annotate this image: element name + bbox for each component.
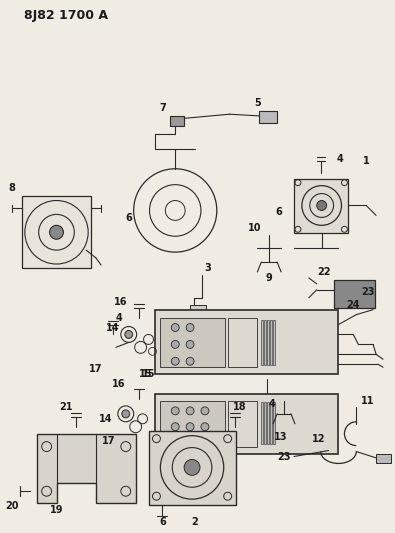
Text: 2: 2 — [192, 517, 198, 527]
Bar — [264, 402, 266, 443]
Text: 4: 4 — [115, 312, 122, 322]
Bar — [149, 431, 235, 505]
Bar — [267, 402, 269, 443]
Circle shape — [186, 407, 194, 415]
Bar — [170, 116, 184, 126]
Circle shape — [171, 341, 179, 349]
Text: 10: 10 — [248, 223, 261, 233]
Bar — [228, 401, 258, 447]
Text: 11: 11 — [361, 396, 375, 406]
Circle shape — [186, 357, 194, 365]
Bar — [156, 394, 339, 454]
Text: 4: 4 — [269, 399, 276, 409]
Circle shape — [171, 407, 179, 415]
Circle shape — [184, 459, 200, 475]
Bar — [376, 454, 391, 464]
Circle shape — [171, 357, 179, 365]
Circle shape — [186, 423, 194, 431]
Text: 12: 12 — [312, 434, 325, 443]
Text: 7: 7 — [159, 103, 166, 113]
Bar — [333, 280, 375, 308]
Circle shape — [201, 407, 209, 415]
Circle shape — [317, 200, 327, 211]
Text: 13: 13 — [275, 432, 288, 442]
Text: 15: 15 — [142, 369, 155, 379]
Text: 20: 20 — [5, 501, 19, 511]
Text: 14: 14 — [99, 414, 113, 424]
Bar — [261, 402, 263, 443]
Text: 14: 14 — [106, 322, 120, 333]
Text: 6: 6 — [276, 207, 282, 217]
Bar — [156, 310, 339, 374]
Bar — [270, 402, 272, 443]
Text: 6: 6 — [159, 517, 166, 527]
Text: 8: 8 — [9, 183, 15, 192]
Bar — [261, 320, 263, 365]
Text: 6: 6 — [125, 213, 132, 223]
Bar — [294, 179, 348, 233]
Text: 1: 1 — [363, 156, 370, 166]
Text: 18: 18 — [233, 402, 246, 412]
Text: 15: 15 — [139, 369, 152, 379]
Text: 4: 4 — [337, 154, 344, 164]
Polygon shape — [37, 434, 135, 503]
Text: 17: 17 — [89, 364, 103, 374]
Bar — [160, 401, 225, 447]
Text: 3: 3 — [205, 263, 211, 273]
Text: 17: 17 — [102, 435, 116, 446]
Circle shape — [186, 341, 194, 349]
Circle shape — [125, 330, 133, 338]
Circle shape — [50, 225, 64, 239]
Bar — [267, 320, 269, 365]
Circle shape — [122, 410, 130, 418]
Bar — [228, 318, 258, 367]
Text: 23: 23 — [361, 287, 375, 297]
Bar — [264, 320, 266, 365]
Bar — [160, 318, 225, 367]
Text: 24: 24 — [346, 300, 360, 310]
Bar — [270, 320, 272, 365]
Circle shape — [171, 324, 179, 332]
Text: 22: 22 — [317, 267, 330, 277]
Circle shape — [171, 423, 179, 431]
Circle shape — [201, 423, 209, 431]
Bar — [190, 305, 206, 317]
Bar — [260, 111, 277, 123]
Bar — [273, 402, 275, 443]
Text: 16: 16 — [112, 379, 126, 389]
Bar — [273, 320, 275, 365]
Circle shape — [186, 324, 194, 332]
Text: 16: 16 — [114, 297, 128, 306]
Polygon shape — [22, 196, 91, 268]
Text: 8J82 1700 A: 8J82 1700 A — [24, 10, 108, 22]
Text: 5: 5 — [254, 98, 261, 108]
Text: 9: 9 — [266, 273, 273, 283]
Text: 19: 19 — [50, 505, 63, 515]
Text: 23: 23 — [277, 451, 291, 462]
Text: 21: 21 — [60, 402, 73, 412]
